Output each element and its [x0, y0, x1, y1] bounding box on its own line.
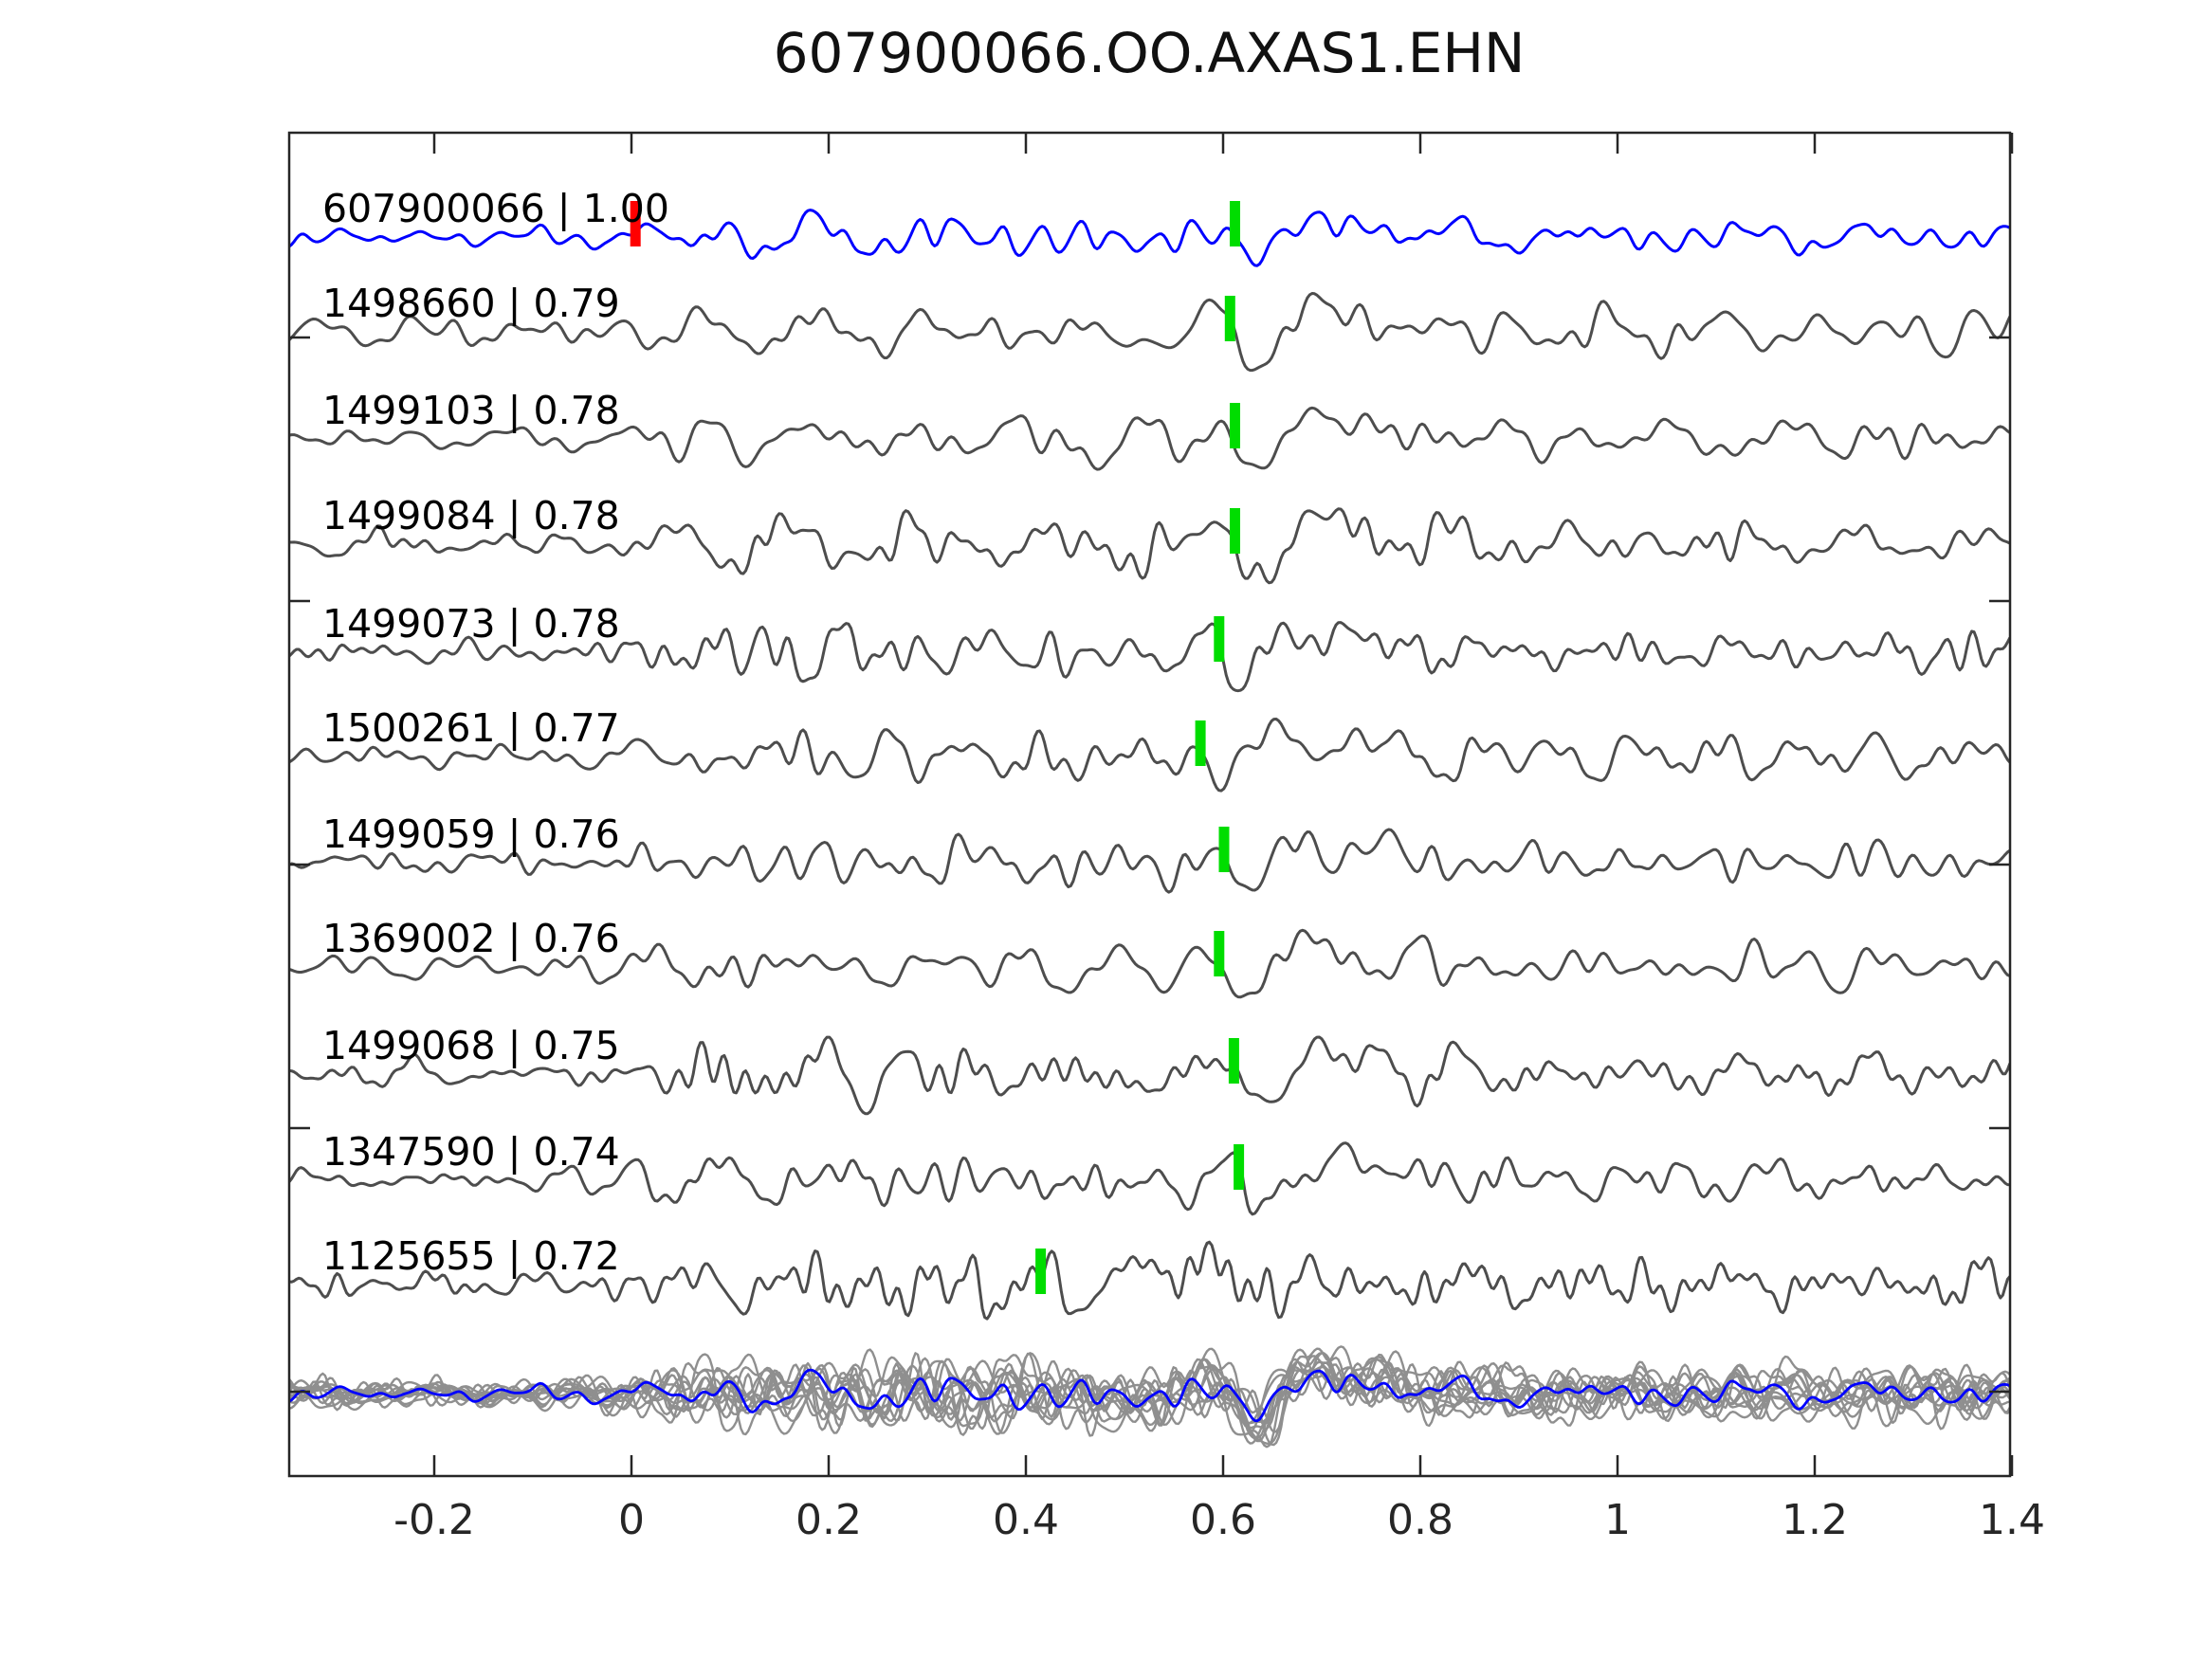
- pick-marker-607900066: [1230, 201, 1240, 246]
- pick-marker-1347590: [1234, 1144, 1245, 1190]
- x-tick-label-0: 0: [618, 1496, 645, 1544]
- pick-marker-1499059: [1218, 827, 1230, 872]
- pick-marker-1499068: [1228, 1038, 1239, 1084]
- trace-path-1499068: [289, 1035, 2010, 1116]
- trace-path-1499103: [289, 406, 2010, 471]
- figure-title: 607900066.OO.AXAS1.EHN: [773, 21, 1526, 85]
- x-tick-label-0.4: 0.4: [993, 1496, 1059, 1544]
- trace-group: [289, 201, 2010, 1449]
- trace-label-1499068: 1499068 | 0.75: [322, 1023, 620, 1068]
- x-tick-label--0.2: -0.2: [393, 1496, 475, 1544]
- trace-label-1369002: 1369002 | 0.76: [322, 916, 620, 961]
- trace-path-1499059: [289, 828, 2010, 894]
- trace-label-1499103: 1499103 | 0.78: [322, 388, 620, 433]
- trace-path-1347590: [289, 1141, 2010, 1216]
- x-tick-label-1.4: 1.4: [1979, 1496, 2045, 1544]
- pick-marker-1499103: [1230, 403, 1240, 448]
- trace-path-1369002: [289, 928, 2010, 999]
- x-tick-label-0.8: 0.8: [1387, 1496, 1453, 1544]
- stack-trace-11: [289, 1347, 2010, 1449]
- trace-label-1499084: 1499084 | 0.78: [322, 493, 620, 538]
- trace-path-607900066: [289, 209, 2010, 267]
- axis-box: [287, 131, 2012, 1478]
- trace-path-1500261: [289, 718, 2010, 793]
- trace-label-1500261: 1500261 | 0.77: [322, 705, 620, 751]
- pick-marker-1125655: [1035, 1249, 1047, 1294]
- trace-path-1125655: [289, 1240, 2010, 1321]
- pick-marker-1499084: [1230, 508, 1240, 554]
- template-pick-marker-607900066: [630, 201, 641, 246]
- trace-label-607900066: 607900066 | 1.00: [322, 186, 669, 231]
- trace-label-1125655: 1125655 | 0.72: [322, 1233, 620, 1279]
- x-tick-label-1: 1: [1604, 1496, 1631, 1544]
- pick-marker-1369002: [1214, 931, 1225, 976]
- pick-marker-1498660: [1224, 296, 1235, 341]
- pick-marker-1499073: [1214, 616, 1225, 662]
- x-tick-label-1.2: 1.2: [1782, 1496, 1848, 1544]
- stack-trace-10: [289, 1345, 2010, 1439]
- trace-label-1499073: 1499073 | 0.78: [322, 601, 620, 647]
- x-tick-label-0.2: 0.2: [795, 1496, 862, 1544]
- trace-label-1499059: 1499059 | 0.76: [322, 811, 620, 857]
- trace-path-1498660: [289, 292, 2010, 373]
- trace-path-1499073: [289, 621, 2010, 693]
- pick-marker-1500261: [1195, 720, 1206, 766]
- x-tick-label-0.6: 0.6: [1190, 1496, 1256, 1544]
- trace-label-1498660: 1498660 | 0.79: [322, 281, 620, 326]
- stack-template-trace: [289, 1368, 2010, 1423]
- trace-label-1347590: 1347590 | 0.74: [322, 1129, 620, 1175]
- trace-path-1499084: [289, 507, 2010, 585]
